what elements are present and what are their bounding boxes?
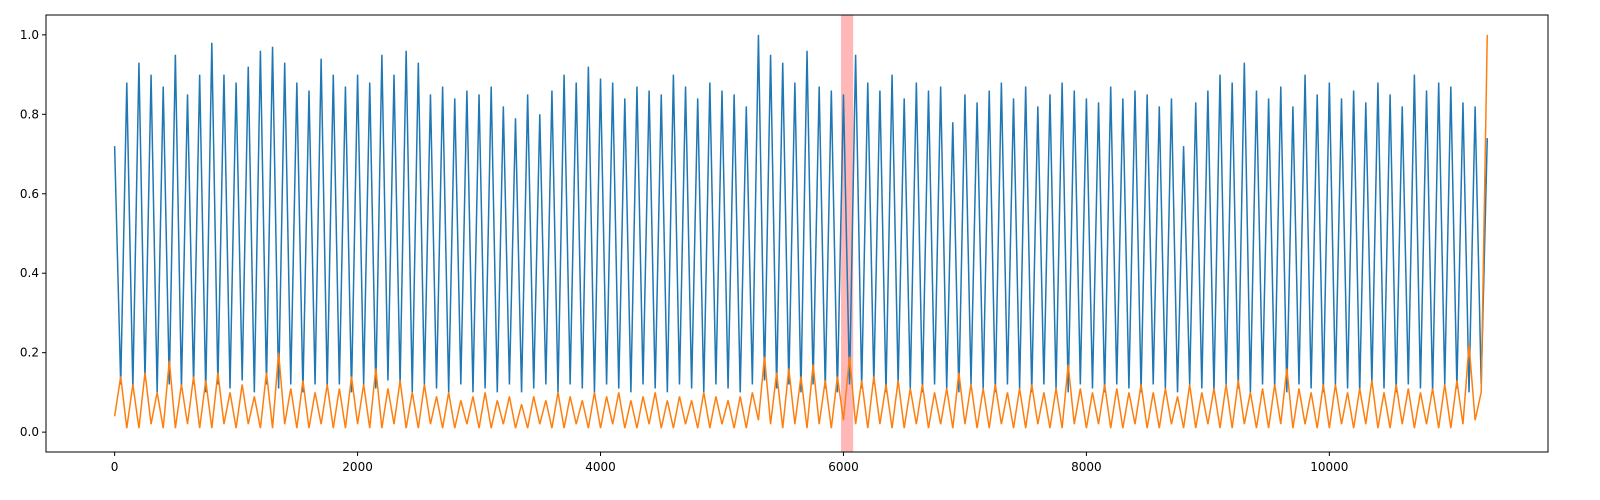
x-tick-label: 2000: [342, 460, 373, 474]
series-line: [113, 34, 1489, 429]
y-tick-label: 0.0: [20, 425, 39, 439]
x-tick-label: 4000: [585, 460, 616, 474]
x-tick-label: 10000: [1310, 460, 1348, 474]
x-tick-label: 6000: [828, 460, 859, 474]
series-line: [113, 34, 1489, 393]
x-tick-label: 8000: [1071, 460, 1102, 474]
y-tick-label: 0.8: [20, 107, 39, 121]
x-tick-label: 0: [111, 460, 119, 474]
y-tick-label: 0.6: [20, 187, 39, 201]
axes-frame: [45, 14, 1549, 453]
y-tick-label: 0.2: [20, 346, 39, 360]
y-tick-label: 1.0: [20, 28, 39, 42]
y-tick-label: 0.4: [20, 266, 39, 280]
